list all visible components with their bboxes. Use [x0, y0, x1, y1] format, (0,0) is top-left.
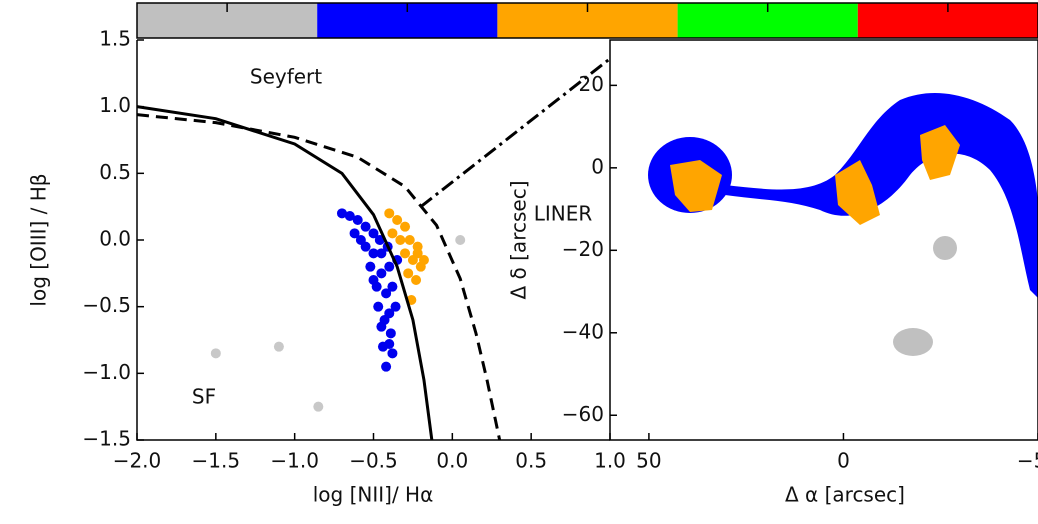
point — [387, 228, 397, 238]
point — [353, 215, 363, 225]
point — [392, 215, 402, 225]
point — [361, 222, 371, 232]
point — [411, 275, 421, 285]
point — [313, 402, 323, 412]
y-tick-label: −1.5 — [82, 427, 131, 451]
point — [365, 262, 375, 272]
point — [395, 235, 405, 245]
point — [387, 282, 397, 292]
x-tick-label: 0 — [837, 449, 850, 473]
x-tick-label: 0.0 — [436, 449, 468, 473]
x-axis-title: Δ α [arcsec] — [785, 483, 905, 507]
point — [274, 342, 284, 352]
point — [400, 248, 410, 258]
point — [384, 208, 394, 218]
y-tick-label: 0.0 — [99, 227, 131, 251]
point — [356, 235, 366, 245]
point — [386, 328, 396, 338]
point — [376, 268, 386, 278]
x-axis-title: log [NII]/ Hα — [313, 483, 434, 507]
x-tick-label: 50 — [636, 449, 661, 473]
y-tick-label: −1.0 — [82, 360, 131, 384]
y-tick-label: 1.5 — [99, 27, 131, 51]
point — [384, 262, 394, 272]
y-axis-title: log [OIII] / Hβ — [27, 173, 51, 306]
curve — [137, 107, 432, 440]
bpt-frame — [137, 40, 610, 440]
x-tick-label: 1.0 — [594, 449, 626, 473]
blob — [893, 328, 933, 356]
y-axis-title: Δ δ [arcsec] — [507, 181, 531, 300]
annotation: SF — [192, 385, 216, 409]
point — [419, 255, 429, 265]
figure: Seyfert LINER SF log [NII]/ Hα log [OIII… — [0, 0, 1038, 524]
x-tick-label: −2.0 — [113, 449, 162, 473]
point — [384, 339, 394, 349]
point — [373, 302, 383, 312]
x-tick-label: −1.0 — [270, 449, 319, 473]
map-frame — [610, 40, 1038, 440]
point — [381, 362, 391, 372]
y-tick-label: 1.0 — [99, 93, 131, 117]
y-tick-label: −60 — [562, 402, 604, 426]
annotation: LINER — [534, 202, 593, 226]
point — [391, 302, 401, 312]
point — [403, 268, 413, 278]
point — [387, 348, 397, 358]
point — [369, 275, 379, 285]
x-tick-label: 0.5 — [515, 449, 547, 473]
blob — [725, 93, 1038, 300]
point — [405, 235, 415, 245]
point — [400, 222, 410, 232]
y-tick-label: 20 — [579, 72, 604, 96]
point — [211, 348, 221, 358]
y-tick-label: 0.5 — [99, 160, 131, 184]
blob — [933, 236, 957, 260]
y-tick-label: −40 — [562, 319, 604, 343]
y-tick-label: −0.5 — [82, 293, 131, 317]
annotation: Seyfert — [250, 65, 322, 89]
point — [455, 235, 465, 245]
x-tick-label: −0.5 — [349, 449, 398, 473]
x-tick-label: −1.5 — [192, 449, 241, 473]
y-tick-label: −20 — [562, 237, 604, 261]
point — [380, 315, 390, 325]
y-tick-label: 0 — [591, 154, 604, 178]
x-tick-label: −50 — [1017, 449, 1038, 473]
map-image — [648, 93, 1038, 356]
